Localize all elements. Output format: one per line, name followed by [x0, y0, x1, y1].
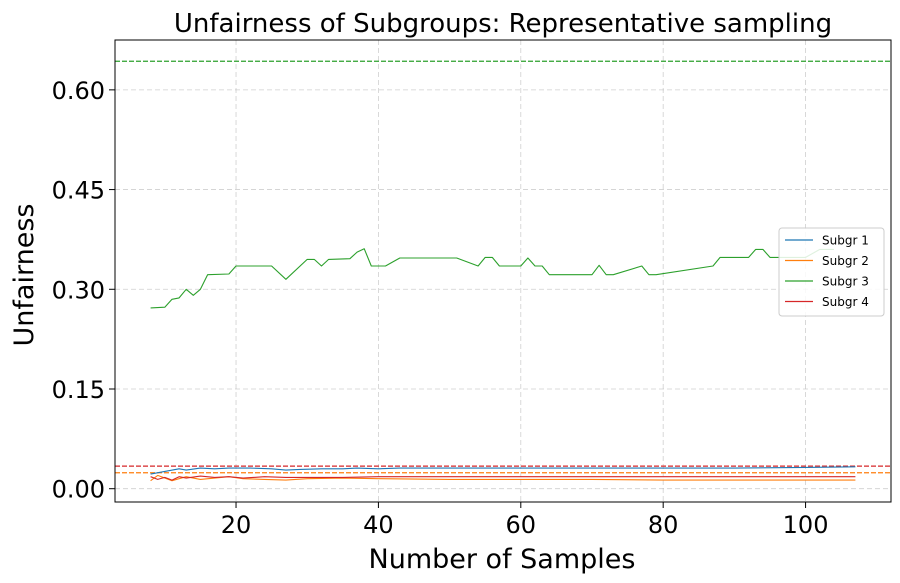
x-tick-label: 80 [648, 511, 679, 539]
series-line [150, 475, 856, 481]
legend-label: Subgr 1 [822, 234, 869, 248]
y-tick-label: 0.45 [52, 177, 105, 205]
plot-frame [114, 39, 892, 503]
x-tick-label: 100 [783, 511, 829, 539]
reference-lines [115, 60, 891, 474]
legend-label: Subgr 4 [822, 295, 869, 309]
legend: Subgr 1 Subgr 2 Subgr 3 Subgr 4 [778, 227, 885, 317]
series-line [150, 466, 856, 475]
y-tick-label: 0.00 [52, 476, 105, 504]
series-lines [150, 248, 856, 482]
series-line [150, 248, 834, 309]
y-axis-label: Unfairness [9, 204, 40, 347]
x-tick-label: 60 [506, 511, 537, 539]
legend-box [778, 227, 885, 317]
legend-label: Subgr 3 [822, 275, 869, 289]
grid [115, 40, 891, 502]
x-axis-label: Number of Samples [369, 544, 636, 575]
series-line [150, 474, 856, 482]
y-tick-label: 0.30 [52, 276, 105, 304]
x-tick-label: 20 [221, 511, 252, 539]
x-tick-label: 40 [363, 511, 394, 539]
ticks: 20 40 60 80 100 0.00 0.15 0.30 0.45 0.60 [52, 77, 829, 539]
y-tick-label: 0.15 [52, 376, 105, 404]
legend-label: Subgr 2 [822, 254, 869, 268]
y-tick-label: 0.60 [52, 77, 105, 105]
chart-title: Unfairness of Subgroups: Representative … [174, 9, 832, 39]
